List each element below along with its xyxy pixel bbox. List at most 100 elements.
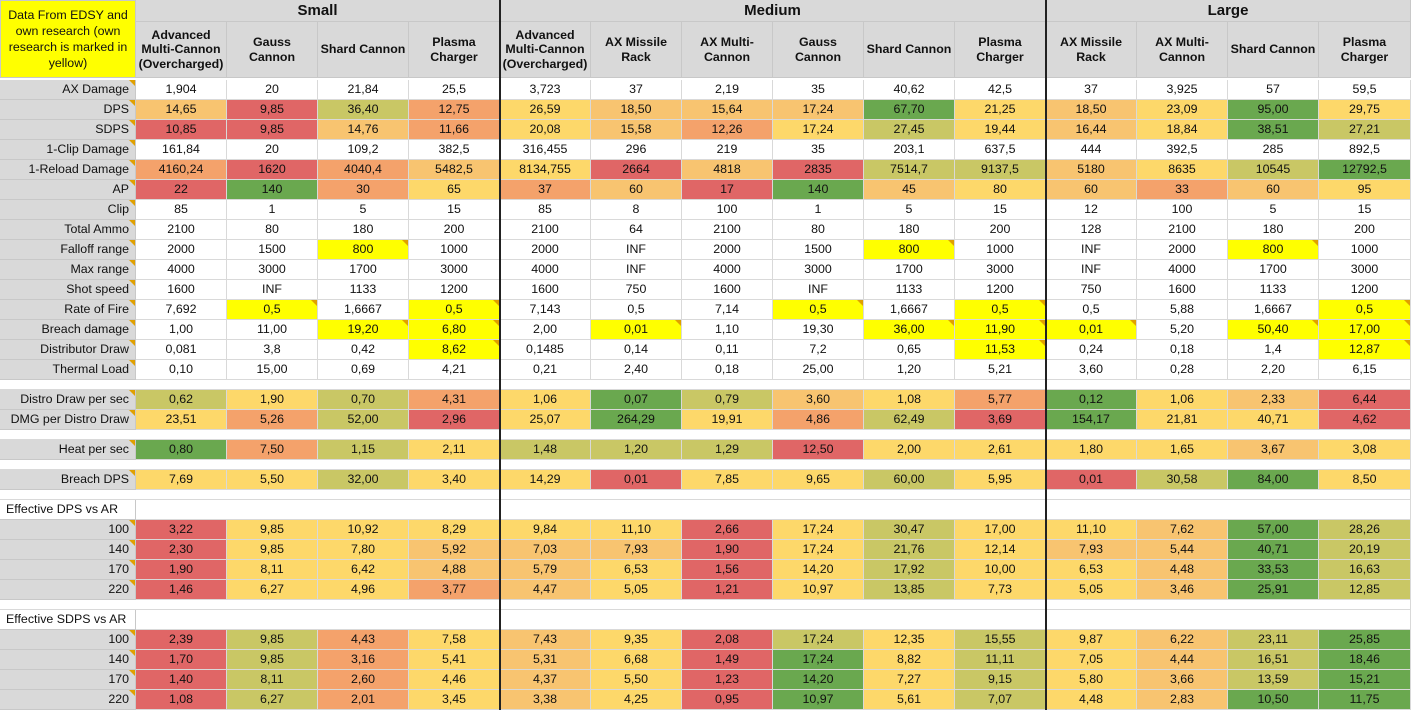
data-cell[interactable]: 3000 <box>409 260 500 280</box>
data-cell[interactable]: 15,55 <box>955 630 1046 650</box>
data-cell[interactable]: 16,51 <box>1228 650 1319 670</box>
data-cell[interactable]: 180 <box>864 220 955 240</box>
data-cell[interactable]: 12,26 <box>682 120 773 140</box>
data-cell[interactable]: 0,5 <box>591 300 682 320</box>
data-cell[interactable]: 2,30 <box>136 540 227 560</box>
data-cell[interactable]: 57,00 <box>1228 520 1319 540</box>
data-cell[interactable]: 3,45 <box>409 690 500 710</box>
data-cell[interactable]: 7,692 <box>136 300 227 320</box>
data-cell[interactable]: 7,73 <box>955 580 1046 600</box>
data-cell[interactable]: 12792,5 <box>1319 160 1411 180</box>
data-cell[interactable]: INF <box>591 260 682 280</box>
data-cell[interactable]: 1,08 <box>864 390 955 410</box>
data-cell[interactable]: 1,10 <box>682 320 773 340</box>
data-cell[interactable]: 19,20 <box>318 320 409 340</box>
data-cell[interactable]: 1000 <box>409 240 500 260</box>
data-cell[interactable]: 27,21 <box>1319 120 1411 140</box>
data-cell[interactable]: 11,10 <box>591 520 682 540</box>
data-cell[interactable]: 140 <box>227 180 318 200</box>
data-cell[interactable]: 27,45 <box>864 120 955 140</box>
data-cell[interactable]: 17,00 <box>1319 320 1411 340</box>
data-cell[interactable]: 15 <box>1319 200 1411 220</box>
data-cell[interactable]: 37 <box>500 180 591 200</box>
data-cell[interactable]: 15 <box>955 200 1046 220</box>
data-cell[interactable]: 9,85 <box>227 100 318 120</box>
data-cell[interactable]: 23,51 <box>136 410 227 430</box>
data-cell[interactable]: 2100 <box>682 220 773 240</box>
data-cell[interactable]: 2835 <box>773 160 864 180</box>
data-cell[interactable]: 1,904 <box>136 80 227 100</box>
data-cell[interactable]: 161,84 <box>136 140 227 160</box>
data-cell[interactable]: 1,06 <box>500 390 591 410</box>
data-cell[interactable]: 36,00 <box>864 320 955 340</box>
data-cell[interactable]: 15,58 <box>591 120 682 140</box>
data-cell[interactable]: 15,21 <box>1319 670 1411 690</box>
data-cell[interactable]: 13,85 <box>864 580 955 600</box>
data-cell[interactable]: 32,00 <box>318 470 409 490</box>
column-header[interactable]: Gauss Cannon <box>227 22 318 78</box>
data-cell[interactable]: 7,58 <box>409 630 500 650</box>
data-cell[interactable]: 1,20 <box>864 360 955 380</box>
data-cell[interactable]: 19,44 <box>955 120 1046 140</box>
data-cell[interactable]: 4,96 <box>318 580 409 600</box>
data-cell[interactable]: 4,43 <box>318 630 409 650</box>
data-cell[interactable]: 0,21 <box>500 360 591 380</box>
data-cell[interactable]: 0,5 <box>773 300 864 320</box>
data-cell[interactable]: 62,49 <box>864 410 955 430</box>
data-cell[interactable]: 10,97 <box>773 580 864 600</box>
data-cell[interactable]: 2,00 <box>864 440 955 460</box>
data-cell[interactable]: 2,01 <box>318 690 409 710</box>
data-cell[interactable]: 2100 <box>500 220 591 240</box>
data-cell[interactable]: 800 <box>318 240 409 260</box>
data-cell[interactable]: 60 <box>1228 180 1319 200</box>
data-cell[interactable]: 0,5 <box>409 300 500 320</box>
data-cell[interactable]: 23,11 <box>1228 630 1319 650</box>
data-cell[interactable]: 4,48 <box>1137 560 1228 580</box>
data-cell[interactable]: 4,88 <box>409 560 500 580</box>
data-cell[interactable]: 11,90 <box>955 320 1046 340</box>
data-cell[interactable]: 1600 <box>136 280 227 300</box>
data-cell[interactable]: 7,93 <box>591 540 682 560</box>
data-cell[interactable]: 3,60 <box>773 390 864 410</box>
data-cell[interactable]: 1600 <box>1137 280 1228 300</box>
data-cell[interactable]: 12,87 <box>1319 340 1411 360</box>
data-cell[interactable]: 2100 <box>1137 220 1228 240</box>
data-cell[interactable]: 8,62 <box>409 340 500 360</box>
data-cell[interactable]: 7,143 <box>500 300 591 320</box>
data-cell[interactable]: 1,90 <box>682 540 773 560</box>
data-cell[interactable]: 140 <box>773 180 864 200</box>
data-cell[interactable]: 6,44 <box>1319 390 1411 410</box>
data-cell[interactable]: 10,85 <box>136 120 227 140</box>
data-cell[interactable]: 1,21 <box>682 580 773 600</box>
data-cell[interactable]: 1200 <box>409 280 500 300</box>
data-cell[interactable]: 2,33 <box>1228 390 1319 410</box>
data-cell[interactable]: 11,11 <box>955 650 1046 670</box>
column-header[interactable]: Plasma Charger <box>409 22 500 78</box>
data-cell[interactable]: 9,84 <box>500 520 591 540</box>
data-cell[interactable]: 0,18 <box>1137 340 1228 360</box>
data-cell[interactable]: 1000 <box>955 240 1046 260</box>
data-cell[interactable]: 28,26 <box>1319 520 1411 540</box>
column-header[interactable]: Gauss Cannon <box>773 22 864 78</box>
data-cell[interactable]: 16,44 <box>1046 120 1137 140</box>
data-cell[interactable]: 20 <box>227 140 318 160</box>
data-cell[interactable]: 285 <box>1228 140 1319 160</box>
data-cell[interactable]: 0,28 <box>1137 360 1228 380</box>
data-cell[interactable]: 296 <box>591 140 682 160</box>
data-cell[interactable]: 2,96 <box>409 410 500 430</box>
data-cell[interactable]: 17,00 <box>955 520 1046 540</box>
column-header[interactable]: AX Missile Rack <box>1046 22 1137 78</box>
data-cell[interactable]: 0,95 <box>682 690 773 710</box>
data-cell[interactable]: 3,69 <box>955 410 1046 430</box>
data-cell[interactable]: 0,42 <box>318 340 409 360</box>
data-cell[interactable]: 12 <box>1046 200 1137 220</box>
data-cell[interactable]: 203,1 <box>864 140 955 160</box>
data-cell[interactable]: 7,50 <box>227 440 318 460</box>
data-cell[interactable]: 5,26 <box>227 410 318 430</box>
data-cell[interactable]: 5,61 <box>864 690 955 710</box>
data-cell[interactable]: 2000 <box>1137 240 1228 260</box>
data-cell[interactable]: 21,84 <box>318 80 409 100</box>
data-cell[interactable]: 14,20 <box>773 670 864 690</box>
data-cell[interactable]: 180 <box>1228 220 1319 240</box>
data-cell[interactable]: 7,43 <box>500 630 591 650</box>
